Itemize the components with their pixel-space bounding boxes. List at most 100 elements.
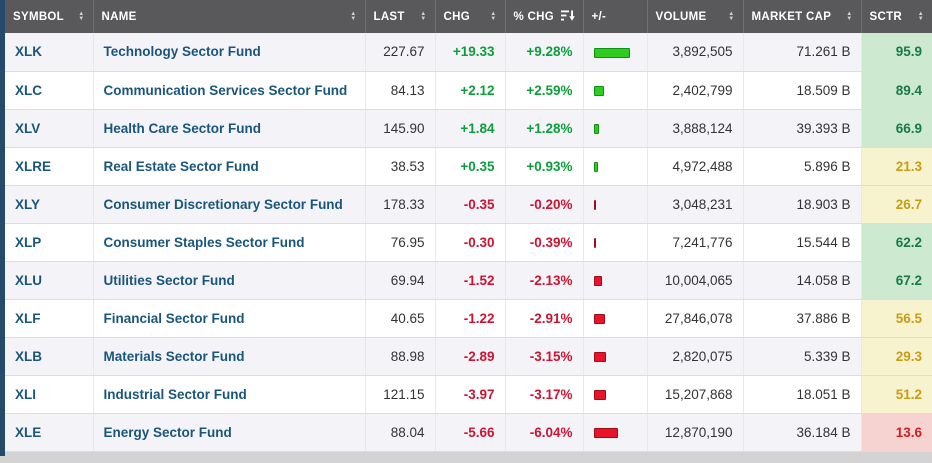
symbol-link[interactable]: XLY (15, 196, 41, 212)
column-header-chg[interactable]: CHG ▲ ▼ (435, 0, 506, 33)
fund-name-link[interactable]: Technology Sector Fund (103, 44, 261, 60)
cell-chg: -0.30 (435, 223, 506, 262)
fund-name-link[interactable]: Industrial Sector Fund (103, 386, 247, 402)
sort-icon: ▲ ▼ (78, 10, 85, 22)
cell-bar (583, 223, 648, 262)
table-row: XLB Materials Sector Fund 88.98 -2.89 -3.15%… (5, 337, 932, 376)
column-label: CHG (443, 10, 470, 23)
cell-last: 40.65 (365, 299, 436, 338)
sort-icon: ▲ ▼ (728, 10, 735, 22)
cell-symbol: XLY (5, 185, 94, 224)
sctr-value: 89.4 (895, 82, 922, 98)
cell-symbol: XLF (5, 299, 94, 338)
cell-chg: -5.66 (435, 413, 506, 452)
column-header-volume[interactable]: VOLUME ▲ ▼ (647, 0, 744, 33)
market-cap-value: 18.903 B (796, 196, 851, 212)
market-cap-value: 18.051 B (796, 386, 851, 402)
cell-pctchg: -2.91% (505, 299, 584, 338)
change-value: +19.33 (452, 44, 495, 60)
change-bar (593, 85, 604, 96)
change-value: -3.97 (463, 386, 495, 402)
cell-last: 145.90 (365, 109, 436, 148)
change-value: -0.35 (463, 196, 495, 212)
cell-chg: -2.89 (435, 337, 506, 376)
symbol-link[interactable]: XLC (15, 82, 42, 98)
change-bar (593, 389, 606, 400)
column-header-name[interactable]: NAME ▲ ▼ (93, 0, 366, 33)
fund-name-link[interactable]: Materials Sector Fund (103, 348, 245, 364)
table-row: XLP Consumer Staples Sector Fund 76.95 -0.3… (5, 223, 932, 262)
cell-name: Technology Sector Fund (93, 33, 366, 72)
cell-sctr: 26.7 (861, 185, 932, 224)
cell-chg: +19.33 (435, 33, 506, 72)
volume-value: 15,207,868 (664, 386, 733, 402)
fund-name-link[interactable]: Utilities Sector Fund (103, 272, 235, 288)
fund-name-link[interactable]: Real Estate Sector Fund (103, 158, 259, 174)
last-price: 227.67 (383, 44, 425, 60)
volume-value: 7,241,776 (672, 234, 733, 250)
cell-sctr: 21.3 (861, 147, 932, 186)
cell-pctchg: +2.59% (505, 71, 584, 110)
percent-change-value: +9.28% (526, 44, 573, 60)
column-header-sctr[interactable]: SCTR ▲ ▼ (861, 0, 932, 33)
cell-marketcap: 18.903 B (743, 185, 862, 224)
cell-sctr: 51.2 (861, 375, 932, 414)
sctr-value: 13.6 (895, 424, 922, 440)
fund-name-link[interactable]: Consumer Discretionary Sector Fund (103, 196, 343, 212)
symbol-link[interactable]: XLP (15, 234, 42, 250)
change-value: -1.22 (463, 310, 495, 326)
fund-name-link[interactable]: Health Care Sector Fund (103, 120, 262, 136)
symbol-link[interactable]: XLF (15, 310, 41, 326)
volume-value: 27,846,078 (664, 310, 733, 326)
cell-volume: 2,820,075 (647, 337, 744, 376)
market-cap-value: 39.393 B (796, 120, 851, 136)
fund-name-link[interactable]: Communication Services Sector Fund (103, 82, 348, 98)
symbol-link[interactable]: XLU (15, 272, 42, 288)
cell-pctchg: -0.39% (505, 223, 584, 262)
sector-summary-panel: SYMBOL ▲ ▼ NAME ▲ ▼ LAST ▲ ▼ CHG ▲ ▼ % CHG +/- VOLUME ▲… (5, 0, 932, 452)
change-value: -0.30 (463, 234, 495, 250)
sort-icon: ▲ ▼ (846, 10, 853, 22)
cell-volume: 3,888,124 (647, 109, 744, 148)
table-row: XLV Health Care Sector Fund 145.90 +1.84 +1.… (5, 109, 932, 148)
sector-table: SYMBOL ▲ ▼ NAME ▲ ▼ LAST ▲ ▼ CHG ▲ ▼ % CHG +/- VOLUME ▲… (5, 0, 932, 452)
percent-change-value: -3.15% (529, 348, 573, 364)
symbol-link[interactable]: XLE (15, 424, 42, 440)
percent-change-value: +0.93% (526, 158, 573, 174)
cell-pctchg: +9.28% (505, 33, 584, 72)
cell-name: Communication Services Sector Fund (93, 71, 366, 110)
fund-name-link[interactable]: Consumer Staples Sector Fund (103, 234, 305, 250)
column-header-last[interactable]: LAST ▲ ▼ (365, 0, 436, 33)
last-price: 40.65 (390, 310, 425, 326)
symbol-link[interactable]: XLI (15, 386, 37, 402)
last-price: 178.33 (383, 196, 425, 212)
cell-sctr: 56.5 (861, 299, 932, 338)
cell-name: Health Care Sector Fund (93, 109, 366, 148)
sort-icon: ▲ ▼ (917, 10, 924, 22)
fund-name-link[interactable]: Financial Sector Fund (103, 310, 245, 326)
symbol-link[interactable]: XLRE (15, 158, 52, 174)
percent-change-value: +1.28% (526, 120, 573, 136)
volume-value: 3,892,505 (672, 44, 733, 60)
cell-volume: 7,241,776 (647, 223, 744, 262)
fund-name-link[interactable]: Energy Sector Fund (103, 424, 232, 440)
column-header-pctchg[interactable]: % CHG (505, 0, 584, 33)
column-header-symbol[interactable]: SYMBOL ▲ ▼ (5, 0, 94, 33)
column-label: SYMBOL (13, 10, 64, 23)
cell-name: Real Estate Sector Fund (93, 147, 366, 186)
table-row: XLI Industrial Sector Fund 121.15 -3.97 -3.1… (5, 375, 932, 414)
cell-symbol: XLB (5, 337, 94, 376)
cell-symbol: XLK (5, 33, 94, 72)
cell-sctr: 89.4 (861, 71, 932, 110)
symbol-link[interactable]: XLK (15, 44, 42, 60)
column-header-marketcap[interactable]: MARKET CAP ▲ ▼ (743, 0, 862, 33)
column-label: SCTR (869, 10, 903, 23)
cell-marketcap: 71.261 B (743, 33, 862, 72)
market-cap-value: 71.261 B (796, 44, 851, 60)
cell-name: Consumer Discretionary Sector Fund (93, 185, 366, 224)
cell-marketcap: 18.509 B (743, 71, 862, 110)
symbol-link[interactable]: XLV (15, 120, 41, 136)
symbol-link[interactable]: XLB (15, 348, 42, 364)
change-bar (593, 199, 596, 210)
cell-last: 227.67 (365, 33, 436, 72)
